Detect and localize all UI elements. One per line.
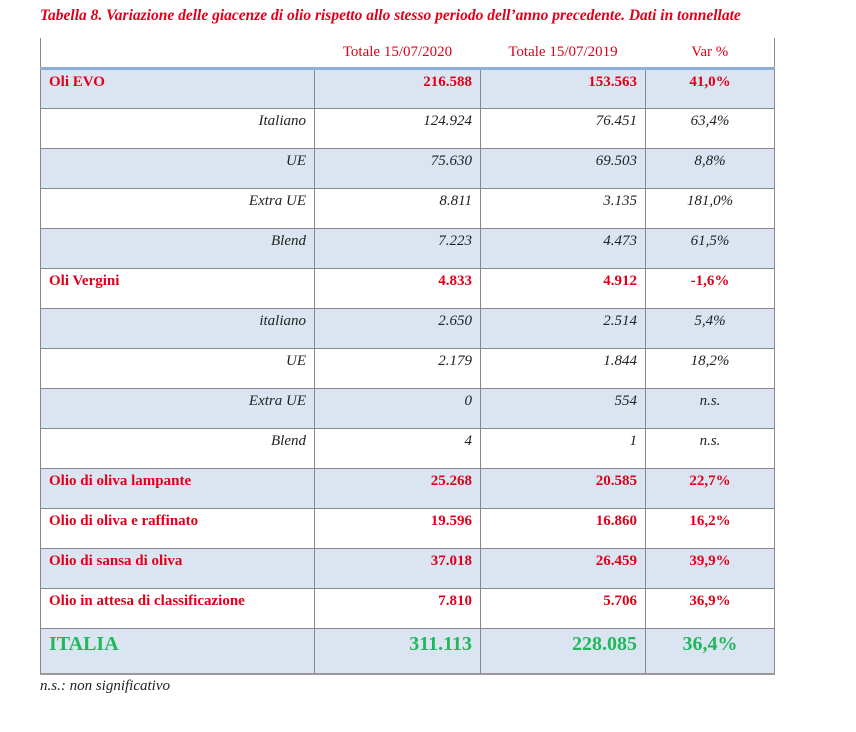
row-label: Olio di oliva e raffinato (40, 507, 315, 549)
row-label: Olio di oliva lampante (40, 467, 315, 509)
value-2019: 16.860 (480, 507, 646, 549)
row-label: Blend (40, 227, 315, 269)
table-row: Olio di oliva lampante 25.268 20.585 22,7% (40, 467, 775, 509)
value-2020: 37.018 (314, 547, 481, 589)
value-2020: 2.179 (314, 347, 481, 389)
table-row: ITALIA 311.113 228.085 36,4% (40, 627, 775, 675)
value-2019: 228.085 (480, 627, 646, 675)
row-label: italiano (40, 307, 315, 349)
value-2020: 4 (314, 427, 481, 469)
value-2020: 0 (314, 387, 481, 429)
value-var: 22,7% (645, 467, 775, 509)
value-2020: 4.833 (314, 267, 481, 309)
header-label (40, 38, 315, 70)
value-2019: 554 (480, 387, 646, 429)
value-2019: 26.459 (480, 547, 646, 589)
value-var: 18,2% (645, 347, 775, 389)
value-2019: 2.514 (480, 307, 646, 349)
value-2019: 20.585 (480, 467, 646, 509)
table-row: UE 2.179 1.844 18,2% (40, 347, 775, 389)
row-label: UE (40, 147, 315, 189)
value-2019: 4.473 (480, 227, 646, 269)
table-row: italiano 2.650 2.514 5,4% (40, 307, 775, 349)
value-var: 39,9% (645, 547, 775, 589)
stock-variation-table: Totale 15/07/2020 Totale 15/07/2019 Var … (40, 38, 775, 675)
header-2019: Totale 15/07/2019 (480, 38, 646, 70)
value-2020: 216.588 (314, 67, 481, 109)
value-var: 16,2% (645, 507, 775, 549)
row-label: Olio di sansa di oliva (40, 547, 315, 589)
value-2019: 4.912 (480, 267, 646, 309)
table-row: Oli EVO 216.588 153.563 41,0% (40, 67, 775, 109)
value-2020: 311.113 (314, 627, 481, 675)
value-2019: 1.844 (480, 347, 646, 389)
value-2020: 75.630 (314, 147, 481, 189)
value-2019: 3.135 (480, 187, 646, 229)
value-var: 36,4% (645, 627, 775, 675)
value-var: n.s. (645, 427, 775, 469)
value-var: 41,0% (645, 67, 775, 109)
row-label: Extra UE (40, 387, 315, 429)
value-2020: 124.924 (314, 107, 481, 149)
table-row: UE 75.630 69.503 8,8% (40, 147, 775, 189)
value-2020: 19.596 (314, 507, 481, 549)
table-row: Olio di sansa di oliva 37.018 26.459 39,9% (40, 547, 775, 589)
table-caption: Tabella 8. Variazione delle giacenze di … (40, 7, 741, 24)
value-2019: 5.706 (480, 587, 646, 629)
value-2020: 2.650 (314, 307, 481, 349)
table-row: Olio di oliva e raffinato 19.596 16.860 16,… (40, 507, 775, 549)
value-var: 36,9% (645, 587, 775, 629)
value-var: 181,0% (645, 187, 775, 229)
value-2020: 25.268 (314, 467, 481, 509)
value-2019: 153.563 (480, 67, 646, 109)
value-2020: 7.223 (314, 227, 481, 269)
table-row: Extra UE 0 554 n.s. (40, 387, 775, 429)
value-var: 63,4% (645, 107, 775, 149)
row-label: Oli Vergini (40, 267, 315, 309)
table-row: Extra UE 8.811 3.135 181,0% (40, 187, 775, 229)
value-2019: 76.451 (480, 107, 646, 149)
value-var: -1,6% (645, 267, 775, 309)
table-row: Blend 7.223 4.473 61,5% (40, 227, 775, 269)
row-label: UE (40, 347, 315, 389)
row-label: Oli EVO (40, 67, 315, 109)
footnote: n.s.: non significativo (40, 678, 170, 694)
document-body: Tabella 8. Variazione delle giacenze di … (40, 7, 775, 694)
value-var: 5,4% (645, 307, 775, 349)
table-row: Italiano 124.924 76.451 63,4% (40, 107, 775, 149)
value-2019: 69.503 (480, 147, 646, 189)
value-var: 61,5% (645, 227, 775, 269)
header-var: Var % (645, 38, 775, 70)
value-2020: 8.811 (314, 187, 481, 229)
table-row: Olio in attesa di classificazione 7.810 5.… (40, 587, 775, 629)
value-var: 8,8% (645, 147, 775, 189)
row-label: Italiano (40, 107, 315, 149)
table-row: Oli Vergini 4.833 4.912 -1,6% (40, 267, 775, 309)
header-2020: Totale 15/07/2020 (314, 38, 481, 70)
value-2020: 7.810 (314, 587, 481, 629)
table-row: Blend 4 1 n.s. (40, 427, 775, 469)
row-label: Extra UE (40, 187, 315, 229)
header-row: Totale 15/07/2020 Totale 15/07/2019 Var … (40, 38, 775, 70)
value-var: n.s. (645, 387, 775, 429)
row-label: Blend (40, 427, 315, 469)
value-2019: 1 (480, 427, 646, 469)
row-label: Olio in attesa di classificazione (40, 587, 315, 629)
row-label: ITALIA (40, 627, 315, 675)
